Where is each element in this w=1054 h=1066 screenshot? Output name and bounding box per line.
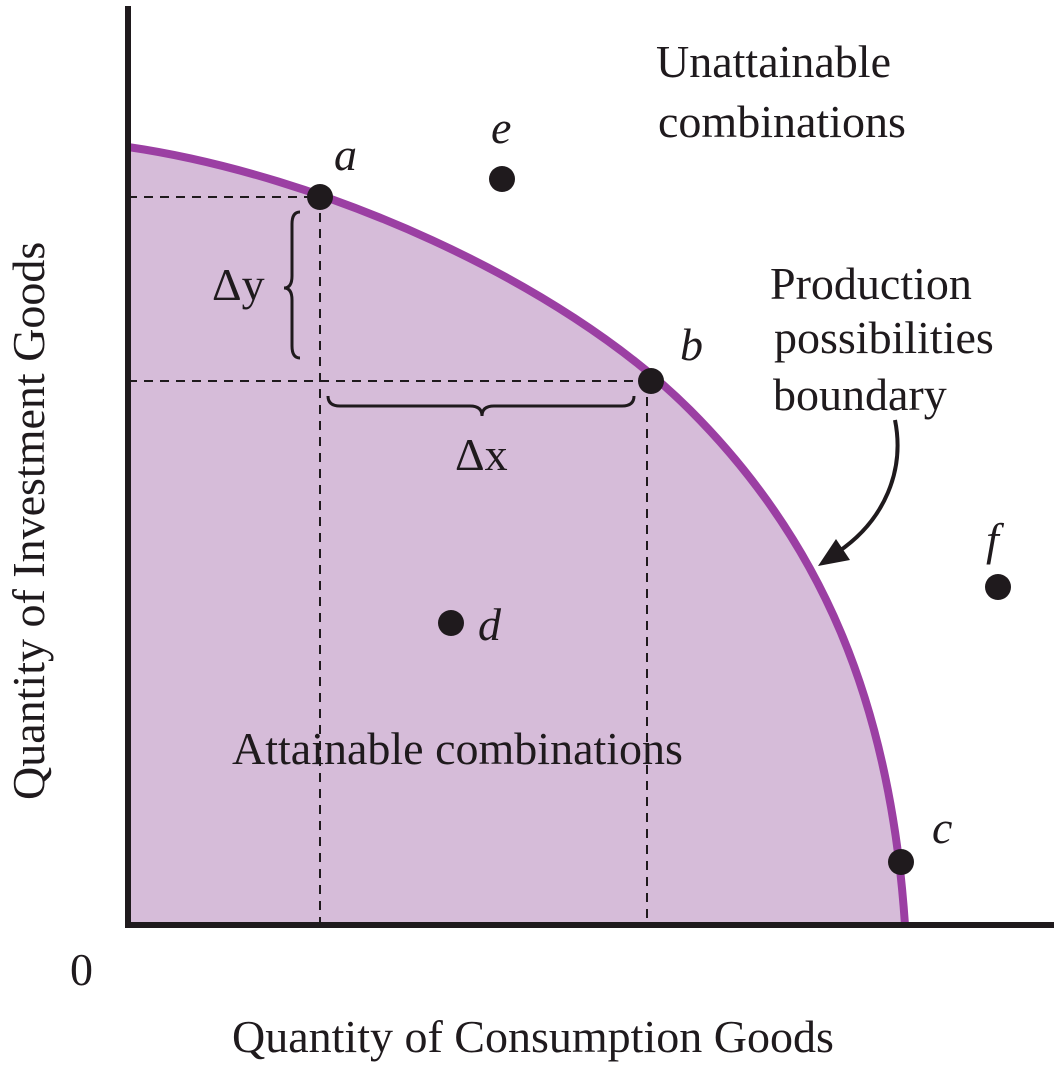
boundary-label-line1: Production (770, 258, 972, 309)
boundary-label-arrow (836, 419, 900, 554)
points (307, 166, 1011, 875)
point-a (307, 184, 333, 210)
delta-x-brace (326, 395, 636, 417)
delta-y-brace (283, 210, 301, 360)
boundary-label-line3: boundary (773, 369, 947, 420)
point-f (985, 574, 1011, 600)
unattainable-label-line1: Unattainable (656, 36, 891, 87)
origin-label: 0 (70, 944, 93, 995)
x-axis-label: Quantity of Consumption Goods (232, 1011, 834, 1062)
point-e-label: e (491, 102, 511, 153)
point-e (489, 166, 515, 192)
point-c-label: c (932, 802, 952, 853)
point-c (888, 849, 914, 875)
point-f-label: f (986, 514, 1005, 565)
point-b (638, 368, 664, 394)
boundary-label-arrowhead (818, 539, 850, 566)
guide-lines (128, 196, 651, 925)
y-axis-label: Quantity of Investment Goods (3, 242, 54, 800)
delta-x-label: Δx (455, 429, 508, 480)
unattainable-label-line2: combinations (658, 96, 906, 147)
point-a-label: a (334, 129, 357, 180)
attainable-region (128, 147, 905, 925)
point-b-label: b (680, 319, 703, 370)
delta-y-label: Δy (212, 259, 265, 310)
point-d (438, 610, 464, 636)
attainable-label: Attainable combinations (232, 723, 683, 774)
point-d-label: d (478, 599, 502, 650)
boundary-label-line2: possibilities (774, 312, 994, 363)
